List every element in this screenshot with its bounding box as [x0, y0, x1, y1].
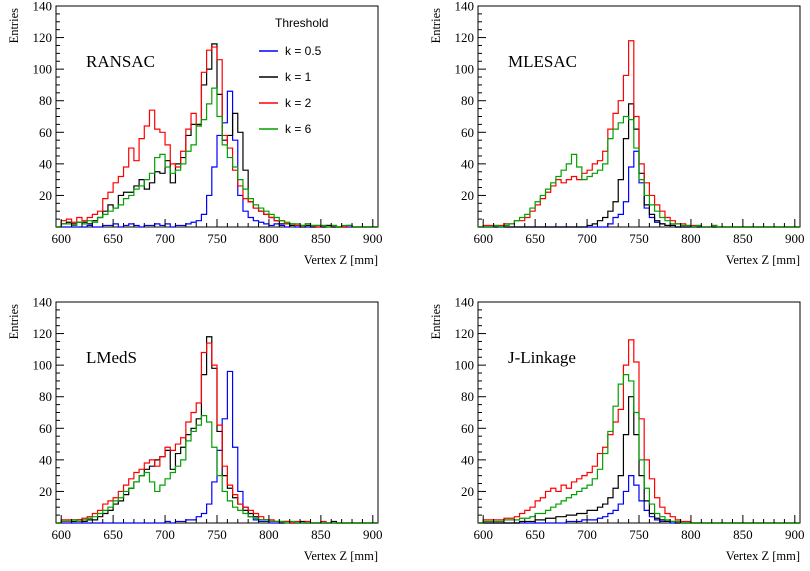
- panel-title: LMedS: [86, 348, 137, 367]
- series-line: [56, 43, 378, 228]
- y-tick-label: 100: [33, 358, 53, 373]
- x-tick-label: 750: [207, 527, 227, 542]
- x-tick-label: 600: [473, 231, 493, 246]
- y-tick-label: 80: [39, 389, 52, 404]
- x-tick-label: 600: [51, 527, 71, 542]
- y-tick-label: 60: [461, 125, 474, 140]
- legend-label: k = 6: [285, 122, 312, 136]
- y-tick-label: 120: [455, 326, 475, 341]
- y-tick-label: 20: [461, 484, 474, 499]
- x-tick-label: 600: [51, 231, 71, 246]
- y-tick-label: 140: [33, 295, 53, 310]
- x-tick-label: 900: [785, 527, 805, 542]
- y-tick-label: 60: [39, 125, 52, 140]
- panel-title: MLESAC: [508, 52, 577, 71]
- y-tick-label: 100: [455, 62, 475, 77]
- x-tick-label: 850: [733, 231, 753, 246]
- x-tick-label: 900: [363, 527, 383, 542]
- legend-label: k = 1: [285, 70, 312, 84]
- y-tick-label: 140: [455, 295, 475, 310]
- x-tick-label: 650: [525, 527, 545, 542]
- x-tick-label: 850: [311, 527, 331, 542]
- x-axis-title: Vertex Z [mm]: [726, 549, 800, 563]
- panel-title: RANSAC: [86, 52, 155, 71]
- y-tick-label: 40: [39, 452, 52, 467]
- x-tick-label: 700: [155, 231, 175, 246]
- y-tick-label: 100: [455, 358, 475, 373]
- x-tick-label: 750: [629, 231, 649, 246]
- x-tick-label: 700: [577, 527, 597, 542]
- x-tick-label: 650: [103, 527, 123, 542]
- x-tick-label: 850: [733, 527, 753, 542]
- x-tick-label: 650: [525, 231, 545, 246]
- y-axis-title: Entries: [429, 8, 443, 44]
- y-tick-label: 140: [33, 0, 53, 14]
- panel-title: J-Linkage: [508, 348, 576, 367]
- y-tick-label: 80: [461, 93, 474, 108]
- y-tick-label: 60: [39, 421, 52, 436]
- x-tick-label: 900: [363, 231, 383, 246]
- chart-panel: 600 650 700 750 800 850 900 20 40 60 80 100 120 140 Ve…: [7, 0, 383, 267]
- x-tick-label: 800: [681, 527, 701, 542]
- y-tick-label: 20: [39, 484, 52, 499]
- x-axis-title: Vertex Z [mm]: [304, 253, 378, 267]
- y-axis-title: Entries: [7, 304, 21, 340]
- chart-panel: 600 650 700 750 800 850 900 20 40 60 80 100 120 140 Ve…: [7, 295, 383, 564]
- y-tick-label: 60: [461, 421, 474, 436]
- legend-label: k = 2: [285, 96, 312, 110]
- x-tick-label: 700: [577, 231, 597, 246]
- x-tick-label: 900: [785, 231, 805, 246]
- y-tick-label: 120: [33, 30, 53, 45]
- y-tick-label: 80: [461, 389, 474, 404]
- y-tick-label: 20: [39, 188, 52, 203]
- series-line: [478, 115, 800, 228]
- y-tick-label: 120: [455, 30, 475, 45]
- y-tick-label: 40: [39, 156, 52, 171]
- x-tick-label: 750: [629, 527, 649, 542]
- x-tick-label: 600: [473, 527, 493, 542]
- chart-panel: 600 650 700 750 800 850 900 20 40 60 80 100 120 140 Ve…: [429, 0, 805, 267]
- x-axis-title: Vertex Z [mm]: [304, 549, 378, 563]
- x-tick-label: 650: [103, 231, 123, 246]
- x-tick-label: 850: [311, 231, 331, 246]
- series-line: [56, 342, 378, 524]
- y-axis-title: Entries: [7, 8, 21, 44]
- x-tick-label: 700: [155, 527, 175, 542]
- legend-label: k = 0.5: [285, 44, 322, 58]
- y-tick-label: 140: [455, 0, 475, 14]
- x-tick-label: 800: [681, 231, 701, 246]
- series-line: [56, 415, 378, 524]
- y-tick-label: 100: [33, 62, 53, 77]
- x-tick-label: 800: [259, 231, 279, 246]
- y-tick-label: 40: [461, 452, 474, 467]
- x-tick-label: 800: [259, 527, 279, 542]
- x-tick-label: 750: [207, 231, 227, 246]
- chart-panel: 600 650 700 750 800 850 900 20 40 60 80 100 120 140 Ve…: [429, 295, 805, 564]
- y-tick-label: 80: [39, 93, 52, 108]
- y-axis-title: Entries: [429, 304, 443, 340]
- y-tick-label: 20: [461, 188, 474, 203]
- y-tick-label: 40: [461, 156, 474, 171]
- x-axis-title: Vertex Z [mm]: [726, 253, 800, 267]
- legend-title: Threshold: [275, 16, 328, 30]
- y-tick-label: 120: [33, 326, 53, 341]
